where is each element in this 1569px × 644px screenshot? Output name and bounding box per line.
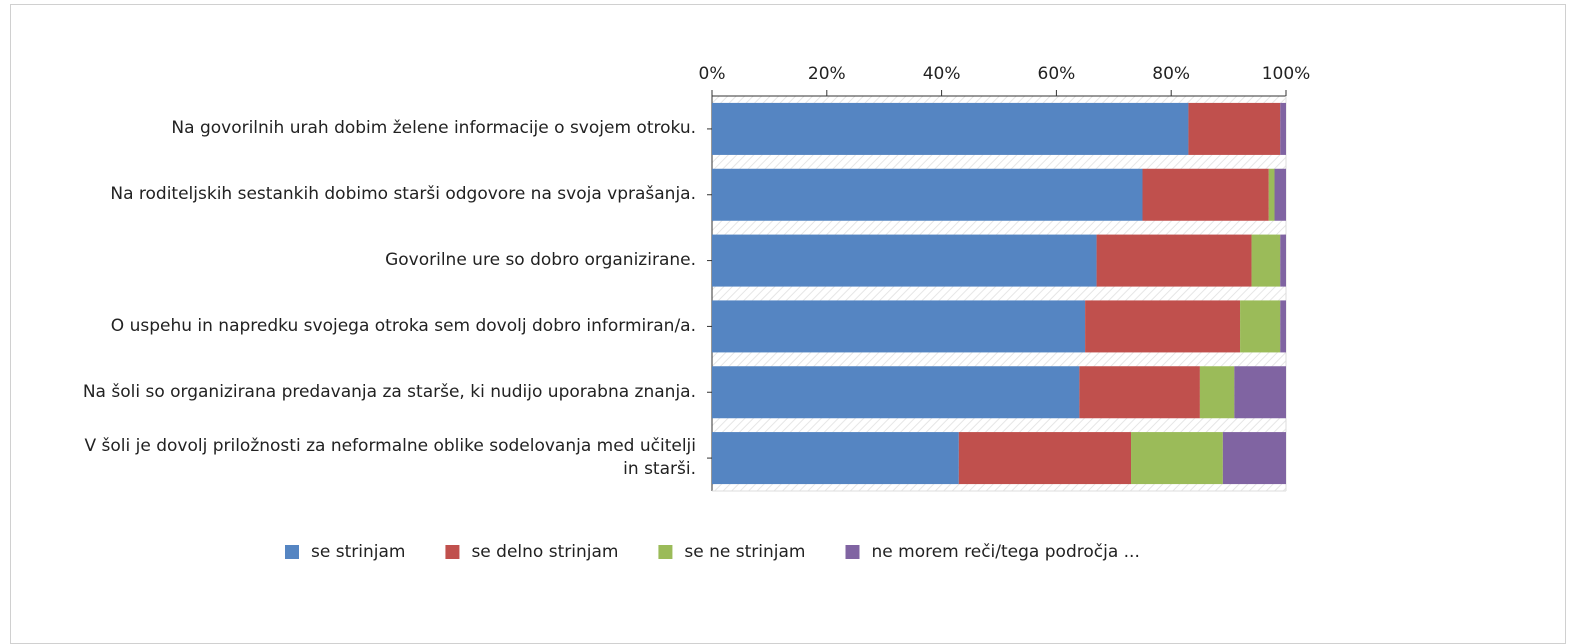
bar-segment [712,300,1086,353]
bar-segment [712,234,1097,287]
x-tick-label: 100% [1262,64,1311,84]
legend-swatch [658,545,673,559]
bar-segment [712,366,1080,419]
bar-segment [958,432,1132,485]
legend-label: se strinjam [311,542,405,562]
bar-segment [1222,432,1286,485]
legend-label: ne morem reči/tega področja ... [872,542,1140,562]
x-tick-label: 20% [808,64,846,84]
bar-segment [1274,168,1286,221]
legend-label: se delno strinjam [471,542,618,562]
bar-segment [1142,168,1269,221]
category-label: V šoli je dovolj priložnosti za neformal… [84,436,696,480]
bar-segment [1096,234,1252,287]
category-label: Na govorilnih urah dobim želene informac… [171,118,696,139]
legend-swatch [285,545,299,559]
x-tick-label: 40% [923,64,961,84]
category-label: O uspehu in napredku svojega otroka sem … [110,315,696,336]
bar-segment [1280,234,1286,287]
bar-segment [1188,102,1281,155]
x-tick-label: 80% [1152,64,1190,84]
bar-segment [1079,366,1200,419]
bar-segment [1280,300,1286,353]
plot-background [712,96,1286,491]
bar-segment [1251,234,1281,287]
bar-segment [712,168,1143,221]
bar-segment [1199,366,1235,419]
bar-segment [1234,366,1286,419]
x-tick-label: 0% [699,64,726,84]
bar-segment [1131,432,1223,485]
legend-swatch [845,545,860,559]
bar-segment [712,102,1189,155]
category-label: Na roditeljskih sestankih dobimo starši … [110,184,696,205]
bar-segment [712,432,959,485]
bar-segment [1240,300,1281,353]
legend-label: se ne strinjam [684,542,805,562]
x-tick-label: 60% [1038,64,1076,84]
bar-segment [1268,168,1275,221]
bar-segment [1280,102,1286,155]
category-label: Na šoli so organizirana predavanja za st… [82,381,696,402]
bar-segment [1085,300,1241,353]
category-label: Govorilne ure so dobro organizirane. [385,250,696,271]
legend-swatch [445,545,460,559]
